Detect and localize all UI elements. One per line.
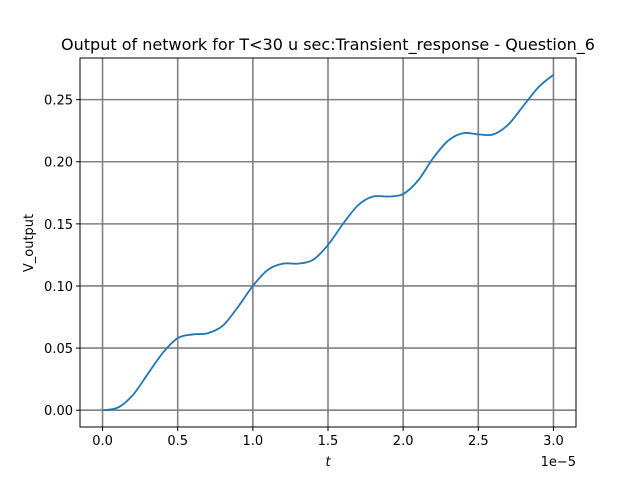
x-tick-label: 1.5 bbox=[318, 434, 339, 449]
x-axis-title: t bbox=[325, 455, 331, 470]
y-tick-label: 0.15 bbox=[44, 218, 73, 233]
y-axis-title: V_output bbox=[22, 214, 37, 272]
chart-title: Output of network for T<30 u sec:Transie… bbox=[61, 35, 595, 55]
x-axis-offset-label: 1e−5 bbox=[541, 455, 576, 470]
series-line bbox=[102, 74, 555, 412]
y-tick-label: 0.00 bbox=[44, 404, 73, 419]
x-tick-label: 3.0 bbox=[543, 434, 564, 449]
y-tick-label: 0.05 bbox=[44, 342, 73, 357]
x-tick-label: 1.0 bbox=[243, 434, 264, 449]
y-tick-label: 0.10 bbox=[44, 280, 73, 295]
grid-lines bbox=[80, 58, 576, 427]
x-tick-label: 0.0 bbox=[92, 434, 113, 449]
x-tick-label: 2.0 bbox=[393, 434, 414, 449]
x-tick-label: 2.5 bbox=[468, 434, 489, 449]
y-tick-label: 0.25 bbox=[44, 94, 73, 109]
y-tick-label: 0.20 bbox=[44, 156, 73, 171]
series-lines bbox=[102, 74, 555, 412]
axis-ticks: 0.0 0.5 1.0 1.5 2.0 2.5 3.0 0.00 0.05 0.10 0.15 0.2… bbox=[44, 94, 564, 449]
x-tick-label: 0.5 bbox=[167, 434, 188, 449]
